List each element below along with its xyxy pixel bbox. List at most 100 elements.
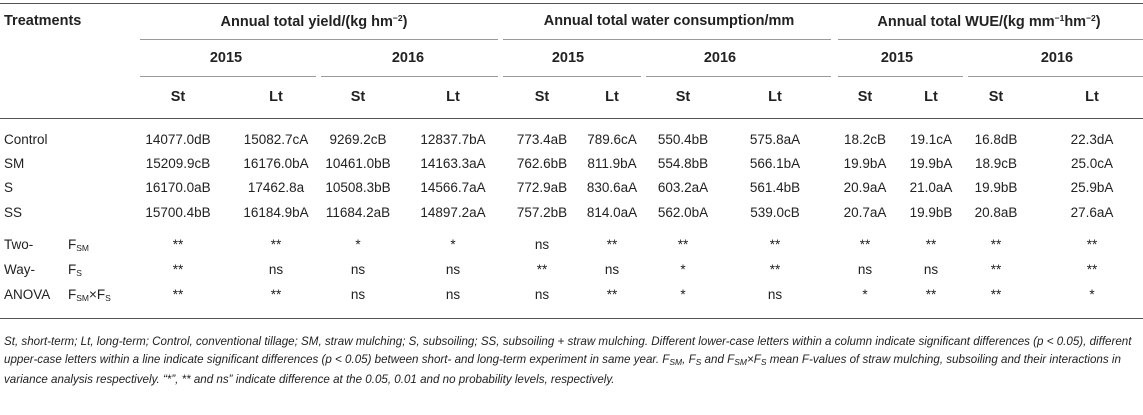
table-cell: 16176.0bA [243,156,309,171]
table-cell: 10461.0bB [325,156,391,171]
anova-cell: ** [859,237,871,252]
group-rule-wue [838,39,1143,40]
anova-cell: ns [534,287,550,302]
header-bottom-rule [0,118,1143,119]
table-cell: 19.9bB [909,205,953,220]
table-cell: 20.8aB [974,205,1018,220]
year-2015-water: 2015 [551,50,585,66]
table-cell: 18.9cB [974,156,1018,171]
treatments-header: Treatments [4,13,82,29]
table-cell: 603.2aA [657,180,709,195]
lt-header: Lt [605,89,619,105]
anova-cell: ** [1086,237,1098,252]
table-cell: 25.9bA [1070,180,1114,195]
table-cell: 575.8aA [749,132,801,147]
anova-cell: * [862,287,868,302]
anova-cell: ** [677,237,689,252]
anova-cell: ** [270,237,282,252]
water-group-header: Annual total water consumption/mm [543,13,795,29]
st-header: St [170,89,186,105]
anova-cell: ** [990,287,1002,302]
lt-header: Lt [924,89,938,105]
row-label: Control [4,132,48,147]
table-cell: 814.0aA [586,205,638,220]
anova-factor: FSM [68,237,89,253]
table-cell: 18.2cB [843,132,887,147]
table-cell: 830.6aA [586,180,638,195]
anova-cell: ** [536,262,548,277]
anova-cell: ** [769,237,781,252]
year-rule-2 [321,76,498,77]
row-label: SS [4,205,23,220]
anova-cell: ** [1086,262,1098,277]
anova-cell: * [355,237,361,252]
st-header: St [675,89,691,105]
table-cell: 21.0aA [909,180,953,195]
anova-cell: ** [990,237,1002,252]
anova-cell: ** [172,237,184,252]
table-cell: 15700.4bB [145,205,211,220]
table-cell: 14077.0dB [145,132,211,147]
table-cell: 566.1bA [749,156,801,171]
table-cell: 757.2bB [516,205,568,220]
table-cell: 12837.7bA [420,132,486,147]
anova-cell: ** [606,237,618,252]
anova-cell: ns [445,287,461,302]
table-cell: 16.8dB [974,132,1018,147]
lt-header: Lt [1085,89,1099,105]
st-header: St [350,89,366,105]
table-cell: 19.9bA [843,156,887,171]
year-2016-yield: 2016 [391,50,425,66]
table-cell: 550.4bB [657,132,709,147]
table-cell: 14163.3aA [420,156,486,171]
table-cell: 16184.9bA [243,205,309,220]
anova-cell: ** [925,287,937,302]
table-cell: 19.9bB [974,180,1018,195]
lt-header: Lt [768,89,782,105]
year-rule-5 [838,76,963,77]
wue-group-header: Annual total WUE/(kg mm−1hm−2) [877,13,1101,30]
table-bottom-rule [0,318,1143,319]
anova-label: Way- [4,262,35,277]
anova-cell: ns [350,262,366,277]
year-rule-3 [503,76,641,77]
year-2016-water: 2016 [703,50,737,66]
table-cell: 20.9aA [843,180,887,195]
anova-cell: ** [769,262,781,277]
table-cell: 17462.8a [247,180,305,195]
table-cell: 20.7aA [843,205,887,220]
anova-label: Two- [4,237,34,252]
anova-cell: ns [767,287,783,302]
year-rule-6 [968,76,1143,77]
year-2015-yield: 2015 [209,50,243,66]
table-cell: 762.6bB [516,156,568,171]
table-cell: 773.4aB [516,132,568,147]
table-cell: 15209.9cB [145,156,211,171]
table-cell: 539.0cB [750,205,800,220]
table-cell: 15082.7cA [243,132,309,147]
table-cell: 19.1cA [909,132,953,147]
anova-cell: ** [990,262,1002,277]
anova-cell: ns [923,262,939,277]
anova-cell: ** [270,287,282,302]
anova-cell: ns [445,262,461,277]
yield-group-header: Annual total yield/(kg hm−2) [220,13,408,30]
group-rule-yield [140,39,498,40]
table-cell: 27.6aA [1070,205,1114,220]
anova-cell: ns [350,287,366,302]
table-footnote: St, short-term; Lt, long-term; Control, … [4,335,1132,387]
year-rule-4 [646,76,831,77]
top-rule [0,3,1143,4]
anova-factor: FS [68,262,82,278]
table-cell: 14566.7aA [420,180,486,195]
anova-cell: * [680,287,686,302]
table-cell: 561.4bB [749,180,801,195]
year-rule-1 [140,76,316,77]
st-header: St [857,89,873,105]
table-cell: 10508.3bB [325,180,391,195]
lt-header: Lt [269,89,283,105]
table-cell: 11684.2aB [325,205,391,220]
anova-cell: ns [534,237,550,252]
table-cell: 811.9bA [587,156,637,171]
year-2015-wue: 2015 [880,50,914,66]
